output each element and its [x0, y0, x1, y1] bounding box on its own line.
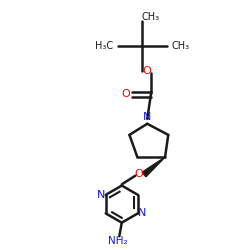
Text: CH₃: CH₃	[172, 41, 190, 51]
Text: O: O	[134, 170, 143, 179]
Text: NH₂: NH₂	[108, 236, 128, 246]
Text: N: N	[97, 190, 106, 200]
Text: CH₃: CH₃	[142, 12, 160, 22]
Text: O: O	[142, 66, 151, 76]
Text: N: N	[143, 112, 152, 122]
Polygon shape	[142, 157, 165, 177]
Text: N: N	[138, 208, 146, 218]
Text: O: O	[122, 89, 130, 99]
Text: H₃C: H₃C	[95, 41, 113, 51]
